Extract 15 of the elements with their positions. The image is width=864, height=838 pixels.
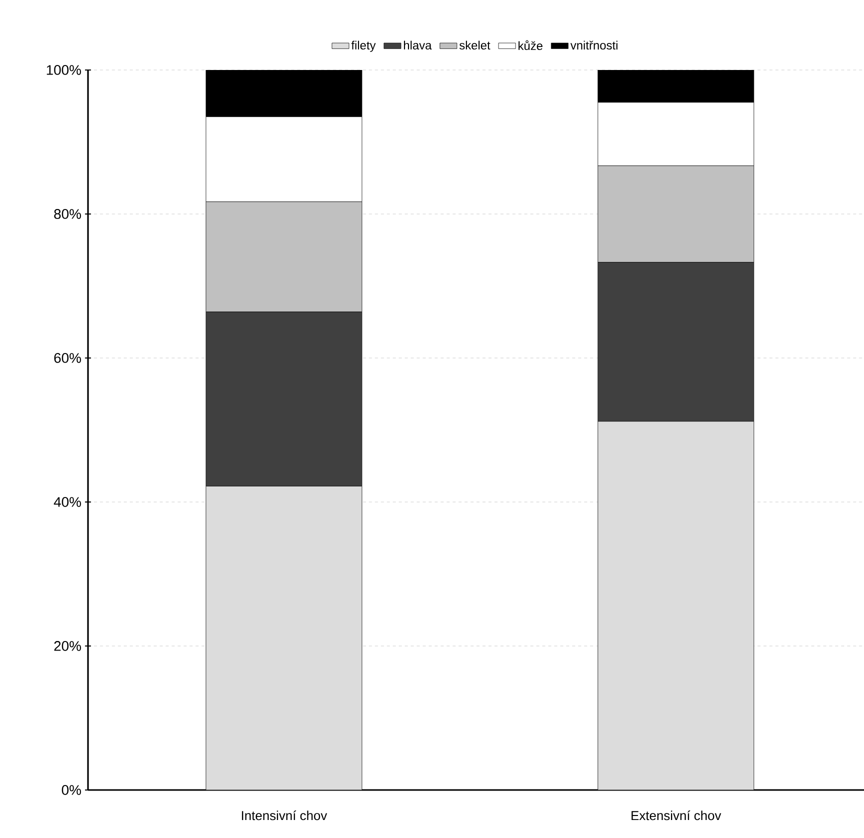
bar <box>598 421 754 790</box>
bar <box>206 486 362 790</box>
legend-label: kůže <box>518 40 542 50</box>
legend-label: skelet <box>459 40 490 50</box>
legend-label: vnitřnosti <box>570 40 618 50</box>
y-tick-label: 80% <box>54 209 81 219</box>
y-tick-label: 20% <box>54 641 81 651</box>
y-tick-label: 100% <box>46 65 81 75</box>
y-tick-label: 40% <box>54 497 81 507</box>
x-tick-label: Extensivní chov <box>632 810 722 820</box>
x-tick-label: Intensivní chov <box>242 810 328 820</box>
y-tick-label: 60% <box>54 353 81 363</box>
legend-label: filety <box>351 40 376 52</box>
legend-label: hlava <box>404 40 432 50</box>
y-tick-label: 0% <box>62 785 81 795</box>
